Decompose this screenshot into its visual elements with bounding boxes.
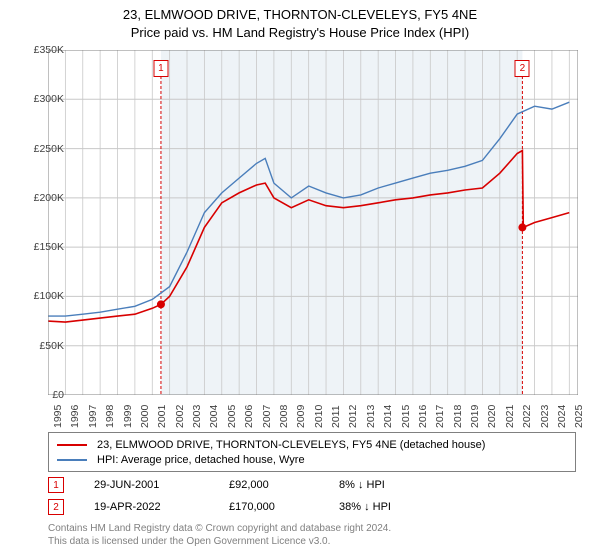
attribution: Contains HM Land Registry data © Crown c… <box>48 522 576 548</box>
marker-num-0: 1 <box>48 477 64 493</box>
legend-box: 23, ELMWOOD DRIVE, THORNTON-CLEVELEYS, F… <box>48 432 576 472</box>
title-line-1: 23, ELMWOOD DRIVE, THORNTON-CLEVELEYS, F… <box>0 6 600 24</box>
y-tick-label: £350K <box>34 44 64 56</box>
x-tick-label: 2014 <box>382 405 394 428</box>
y-tick-label: £200K <box>34 192 64 204</box>
y-tick-label: £250K <box>34 143 64 155</box>
x-tick-label: 2020 <box>486 405 498 428</box>
attribution-line-2: This data is licensed under the Open Gov… <box>48 535 576 548</box>
x-tick-label: 1999 <box>122 405 134 428</box>
legend-swatch-0 <box>57 444 87 446</box>
x-tick-label: 2018 <box>452 405 464 428</box>
chart-marker-callout: 2 <box>515 60 530 77</box>
x-tick-label: 2001 <box>156 405 168 428</box>
legend-item-0: 23, ELMWOOD DRIVE, THORNTON-CLEVELEYS, F… <box>57 437 567 452</box>
marker-price-0: £92,000 <box>229 479 339 491</box>
x-tick-label: 2000 <box>139 405 151 428</box>
x-tick-label: 1996 <box>69 405 81 428</box>
x-tick-label: 1998 <box>104 405 116 428</box>
marker-row-0: 1 29-JUN-2001 £92,000 8% ↓ HPI <box>48 474 576 496</box>
x-tick-label: 2011 <box>330 405 342 428</box>
chart-container: 23, ELMWOOD DRIVE, THORNTON-CLEVELEYS, F… <box>0 0 600 560</box>
x-tick-label: 2008 <box>278 405 290 428</box>
plot-svg <box>48 50 578 395</box>
x-tick-label: 1995 <box>52 405 64 428</box>
marker-date-0: 29-JUN-2001 <box>94 479 229 491</box>
title-block: 23, ELMWOOD DRIVE, THORNTON-CLEVELEYS, F… <box>0 0 600 41</box>
x-tick-label: 1997 <box>87 405 99 428</box>
x-tick-label: 2007 <box>261 405 273 428</box>
chart-area <box>48 50 578 395</box>
x-tick-label: 2003 <box>191 405 203 428</box>
legend-label-0: 23, ELMWOOD DRIVE, THORNTON-CLEVELEYS, F… <box>97 439 485 451</box>
marker-row-1: 2 19-APR-2022 £170,000 38% ↓ HPI <box>48 496 576 518</box>
x-tick-label: 2022 <box>521 405 533 428</box>
y-tick-label: £100K <box>34 290 64 302</box>
x-tick-label: 2005 <box>226 405 238 428</box>
x-tick-label: 2009 <box>295 405 307 428</box>
y-tick-label: £0 <box>52 389 64 401</box>
x-tick-label: 2021 <box>504 405 516 428</box>
sale-markers-block: 1 29-JUN-2001 £92,000 8% ↓ HPI 2 19-APR-… <box>48 474 576 518</box>
x-tick-label: 2023 <box>539 405 551 428</box>
y-tick-label: £300K <box>34 93 64 105</box>
x-tick-label: 2019 <box>469 405 481 428</box>
marker-date-1: 19-APR-2022 <box>94 501 229 513</box>
x-tick-label: 2024 <box>556 405 568 428</box>
y-tick-label: £150K <box>34 241 64 253</box>
x-tick-label: 2004 <box>208 405 220 428</box>
marker-pct-0: 8% ↓ HPI <box>339 479 489 491</box>
x-tick-label: 2010 <box>313 405 325 428</box>
x-tick-label: 2002 <box>174 405 186 428</box>
legend-label-1: HPI: Average price, detached house, Wyre <box>97 454 305 466</box>
x-tick-label: 2012 <box>347 405 359 428</box>
title-line-2: Price paid vs. HM Land Registry's House … <box>0 24 600 42</box>
y-tick-label: £50K <box>39 340 64 352</box>
marker-pct-1: 38% ↓ HPI <box>339 501 489 513</box>
marker-num-1: 2 <box>48 499 64 515</box>
legend-item-1: HPI: Average price, detached house, Wyre <box>57 452 567 467</box>
x-tick-label: 2015 <box>400 405 412 428</box>
x-tick-label: 2017 <box>434 405 446 428</box>
attribution-line-1: Contains HM Land Registry data © Crown c… <box>48 522 576 535</box>
marker-price-1: £170,000 <box>229 501 339 513</box>
chart-marker-callout: 1 <box>153 60 168 77</box>
x-tick-label: 2025 <box>573 405 585 428</box>
x-tick-label: 2006 <box>243 405 255 428</box>
x-tick-label: 2016 <box>417 405 429 428</box>
legend-swatch-1 <box>57 459 87 461</box>
x-tick-label: 2013 <box>365 405 377 428</box>
